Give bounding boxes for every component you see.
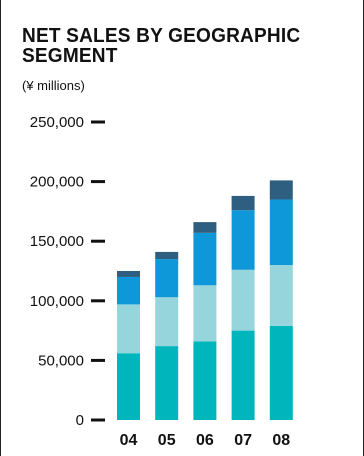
bar-segment-06-s4 [193,222,217,233]
bar-segment-07-s1 [231,330,255,420]
y-tick-mark [91,358,105,362]
y-tick-label: 50,000 [38,352,84,369]
bar-segment-05-s3 [155,259,179,298]
bar-segment-05-s4 [155,251,179,260]
y-tick-label: 200,000 [30,174,84,191]
y-tick-mark [91,239,105,243]
y-tick-mark [91,299,105,303]
bar-segment-05-s2 [155,297,179,347]
bar-segment-06-s1 [193,341,217,420]
bar-segment-08-s4 [269,180,293,200]
x-axis: 04 05 06 07 08 [120,432,291,449]
bar-segment-04-s4 [117,271,140,277]
x-tick-label: 04 [120,432,138,449]
y-tick-label: 100,000 [30,293,84,310]
y-tick-mark [91,180,105,184]
y-axis: 250,000 200,000 150,000 100,000 50,000 0 [30,114,105,429]
x-tick-label: 06 [196,432,214,449]
bar-segment-06-s3 [193,232,217,286]
y-tick-label: 150,000 [30,233,84,250]
bar-segment-08-s3 [269,199,293,266]
bar-segment-08-s1 [269,325,293,420]
bar-segment-04-s3 [117,276,140,305]
bar-stacks [117,180,293,420]
bar-segment-07-s3 [231,210,255,270]
bar-segment-04-s2 [117,304,140,354]
x-tick-label: 07 [234,432,252,449]
x-tick-label: 05 [158,432,176,449]
bar-segment-06-s2 [193,285,217,342]
bar-segment-07-s4 [231,195,255,211]
y-tick-label: 250,000 [30,114,84,131]
chart-subtitle: (¥ millions) [22,78,85,93]
bar-segment-08-s2 [269,265,293,326]
x-tick-label: 08 [272,432,290,449]
bar-segment-05-s1 [155,346,179,420]
bar-segment-07-s2 [231,269,255,331]
y-tick-mark [91,120,105,124]
y-tick-mark [91,418,105,422]
chart-title: NET SALES BY GEOGRAPHIC SEGMENT [22,24,301,67]
bar-segment-04-s1 [117,353,140,420]
y-tick-label: 0 [76,412,84,429]
